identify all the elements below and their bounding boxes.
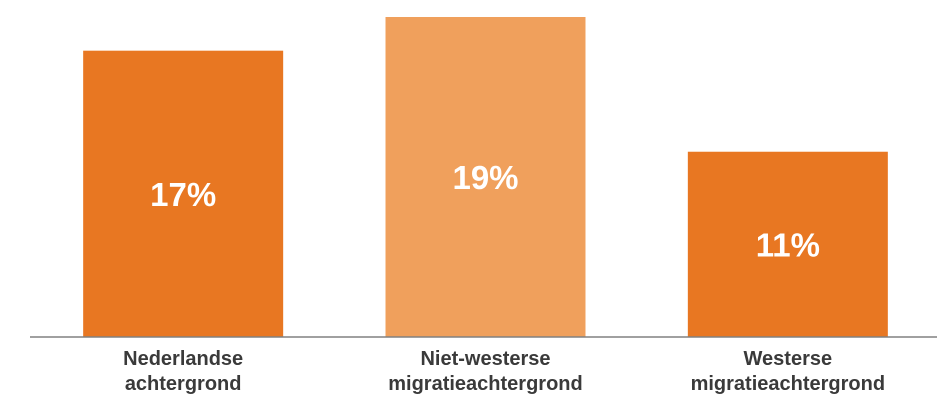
data-label-1: 17%: [150, 176, 216, 213]
data-label-3: 11%: [756, 226, 820, 263]
data-labels-group: 17% 19% 11%: [150, 159, 820, 263]
bar-3: [687, 151, 888, 337]
category-label-line: Nederlandse: [123, 348, 243, 370]
category-label-line: Westerse: [744, 348, 833, 370]
category-label-3: Westerse migratieachtergrond: [691, 348, 885, 395]
bar-1: [83, 50, 284, 338]
category-label-2: Niet-westerse migratieachtergrond: [388, 348, 582, 395]
category-label-line: achtergrond: [125, 373, 242, 395]
bars-group: [83, 17, 888, 338]
data-label-2: 19%: [452, 159, 518, 196]
category-label-line: migratieachtergrond: [691, 373, 885, 395]
bar-2: [385, 17, 586, 337]
category-label-line: Niet-westerse: [420, 348, 550, 370]
category-label-1: Nederlandse achtergrond: [123, 348, 243, 395]
category-label-line: migratieachtergrond: [388, 373, 582, 395]
category-labels-group: Nederlandse achtergrond Niet-westerse migra…: [123, 348, 885, 395]
